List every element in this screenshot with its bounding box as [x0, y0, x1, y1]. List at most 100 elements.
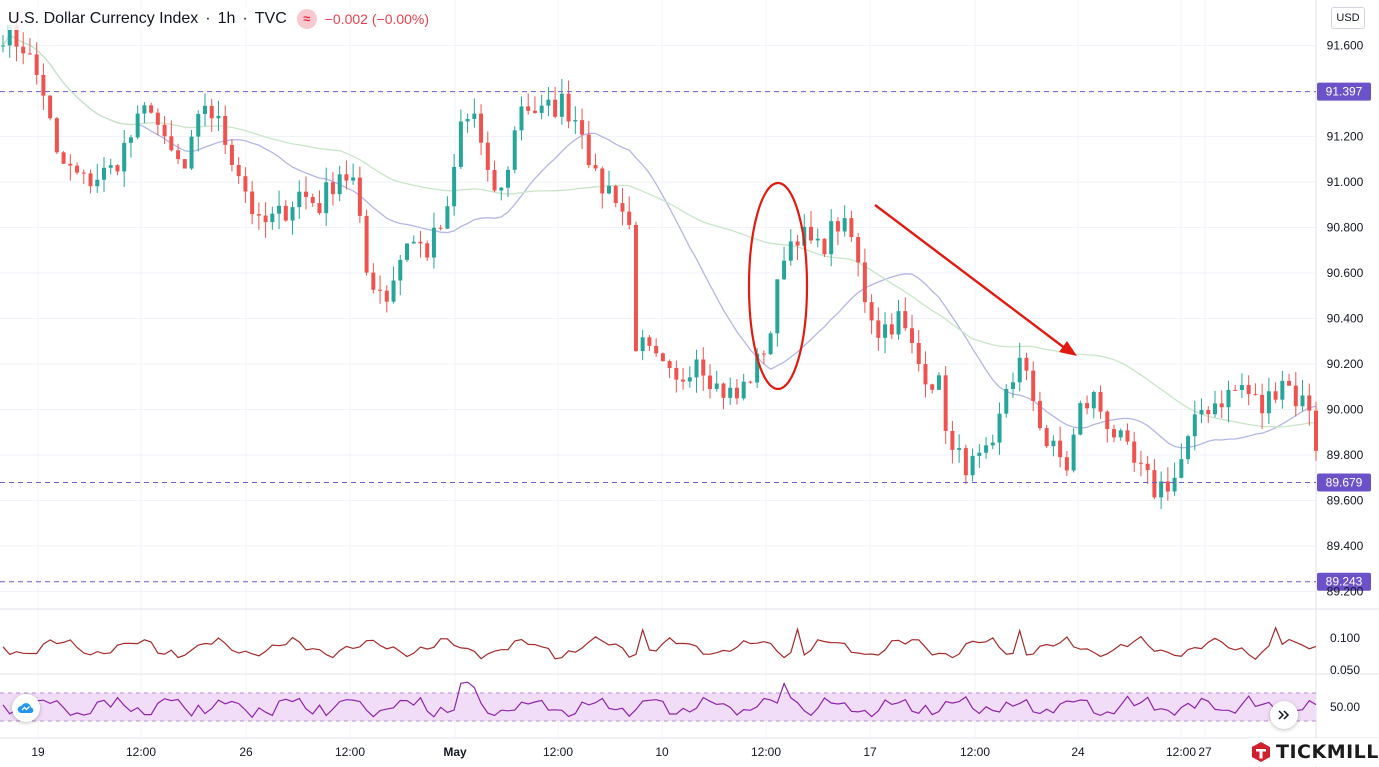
candle-body [506, 169, 510, 188]
candle-body [627, 211, 632, 225]
candle-body [203, 105, 207, 114]
price-tick-label: 91.200 [1327, 130, 1364, 144]
candle-body [640, 337, 645, 352]
candle-body [162, 124, 167, 137]
candle-body [694, 359, 699, 378]
candle-body [1233, 389, 1238, 391]
candle-body [849, 218, 854, 238]
candle-body [337, 174, 342, 195]
symbol-title[interactable]: U.S. Dollar Currency Index [8, 10, 199, 27]
candle-body [68, 163, 73, 166]
double-chevron-right-icon [1278, 710, 1290, 720]
candle-body [1266, 391, 1271, 414]
indicator-tick-label: 0.050 [1330, 663, 1360, 677]
candle-body [755, 353, 760, 383]
candle-body [1091, 391, 1096, 409]
candle-body [681, 379, 686, 382]
candle-body [566, 93, 571, 122]
candle-body [1159, 481, 1164, 498]
candle-body [492, 169, 497, 191]
candle-body [782, 260, 787, 280]
candle-body [324, 182, 329, 214]
candle-body [775, 279, 780, 334]
candle-body [1125, 430, 1130, 442]
candle-body [398, 259, 403, 281]
time-tick-label: 27 [1198, 745, 1212, 759]
candle-body [1199, 409, 1204, 415]
candle-body [149, 105, 154, 113]
candle-body [431, 227, 436, 258]
candle-body [445, 206, 450, 229]
approx-icon[interactable]: ≈ [296, 9, 317, 29]
candle-body [1307, 395, 1312, 411]
candle-body [532, 110, 537, 113]
candle-body [761, 353, 766, 355]
currency-button[interactable]: USD [1331, 7, 1365, 29]
candle-body [559, 93, 564, 117]
candle-body [330, 182, 335, 195]
candle-body [169, 136, 174, 151]
candle-body [357, 177, 362, 216]
candle-body [633, 224, 638, 352]
candle-body [869, 302, 874, 321]
candle-body [81, 172, 86, 174]
candle-body [1058, 440, 1063, 458]
candle-body [593, 165, 598, 169]
candle-body [418, 241, 423, 244]
candle-body [580, 120, 585, 135]
candle-body [788, 241, 793, 261]
candle-body [963, 448, 968, 476]
candle-body [155, 112, 160, 125]
scroll-to-realtime-button[interactable] [1270, 701, 1298, 729]
candle-body [27, 53, 32, 55]
candle-body [916, 342, 921, 365]
interval-label[interactable]: 1h [217, 10, 236, 27]
time-axis[interactable]: 19 12:00 26 12:00 May 12:00 10 12:00 17 12:00 24 12… [31, 745, 1212, 759]
level-badge [1317, 473, 1371, 492]
candle-body [768, 333, 773, 355]
candle-body [910, 328, 914, 343]
level-label: 91.397 [1326, 85, 1363, 99]
level-badge [1317, 82, 1371, 101]
candle-body [485, 142, 490, 170]
price-tick-label: 90.000 [1327, 403, 1364, 417]
candle-body [1186, 436, 1191, 460]
price-axis[interactable]: 91.600 91.200 91.000 90.800 90.600 90.400 90.2… [1327, 39, 1364, 715]
annotation-ellipse[interactable] [747, 181, 809, 391]
candle-body [7, 24, 12, 46]
candle-body [270, 213, 275, 223]
tradingview-cloud-button[interactable] [12, 694, 40, 722]
indicator-panes [0, 626, 1317, 722]
candle-body [391, 280, 396, 302]
candle-body [425, 243, 430, 258]
candle-body [1239, 385, 1244, 390]
candle-body [546, 99, 551, 106]
candle-body [1226, 389, 1231, 408]
candle-body [34, 54, 39, 75]
time-tick-label: 26 [239, 745, 253, 759]
candle-body [613, 185, 618, 204]
time-tick-label: 12:00 [126, 745, 156, 759]
candle-body [889, 324, 894, 335]
candle-body [647, 337, 652, 346]
candle-body [1132, 441, 1137, 463]
candlesticks [1, 11, 1318, 510]
cloud-icon [17, 703, 34, 713]
price-change: −0.002 (−0.00%) [324, 11, 430, 27]
candle-body [108, 165, 113, 168]
candle-body [741, 381, 746, 399]
candle-body [378, 289, 383, 291]
candle-body [708, 375, 712, 389]
annotations [747, 181, 1077, 391]
annotation-arrow[interactable] [874, 204, 1067, 350]
annotation-arrowhead [1059, 341, 1077, 356]
candle-body [48, 95, 53, 119]
candle-body [229, 144, 234, 165]
candle-body [990, 442, 995, 446]
candle-body [714, 383, 719, 389]
candle-body [384, 290, 389, 302]
candle-body [189, 136, 194, 169]
candle-body [822, 238, 827, 255]
